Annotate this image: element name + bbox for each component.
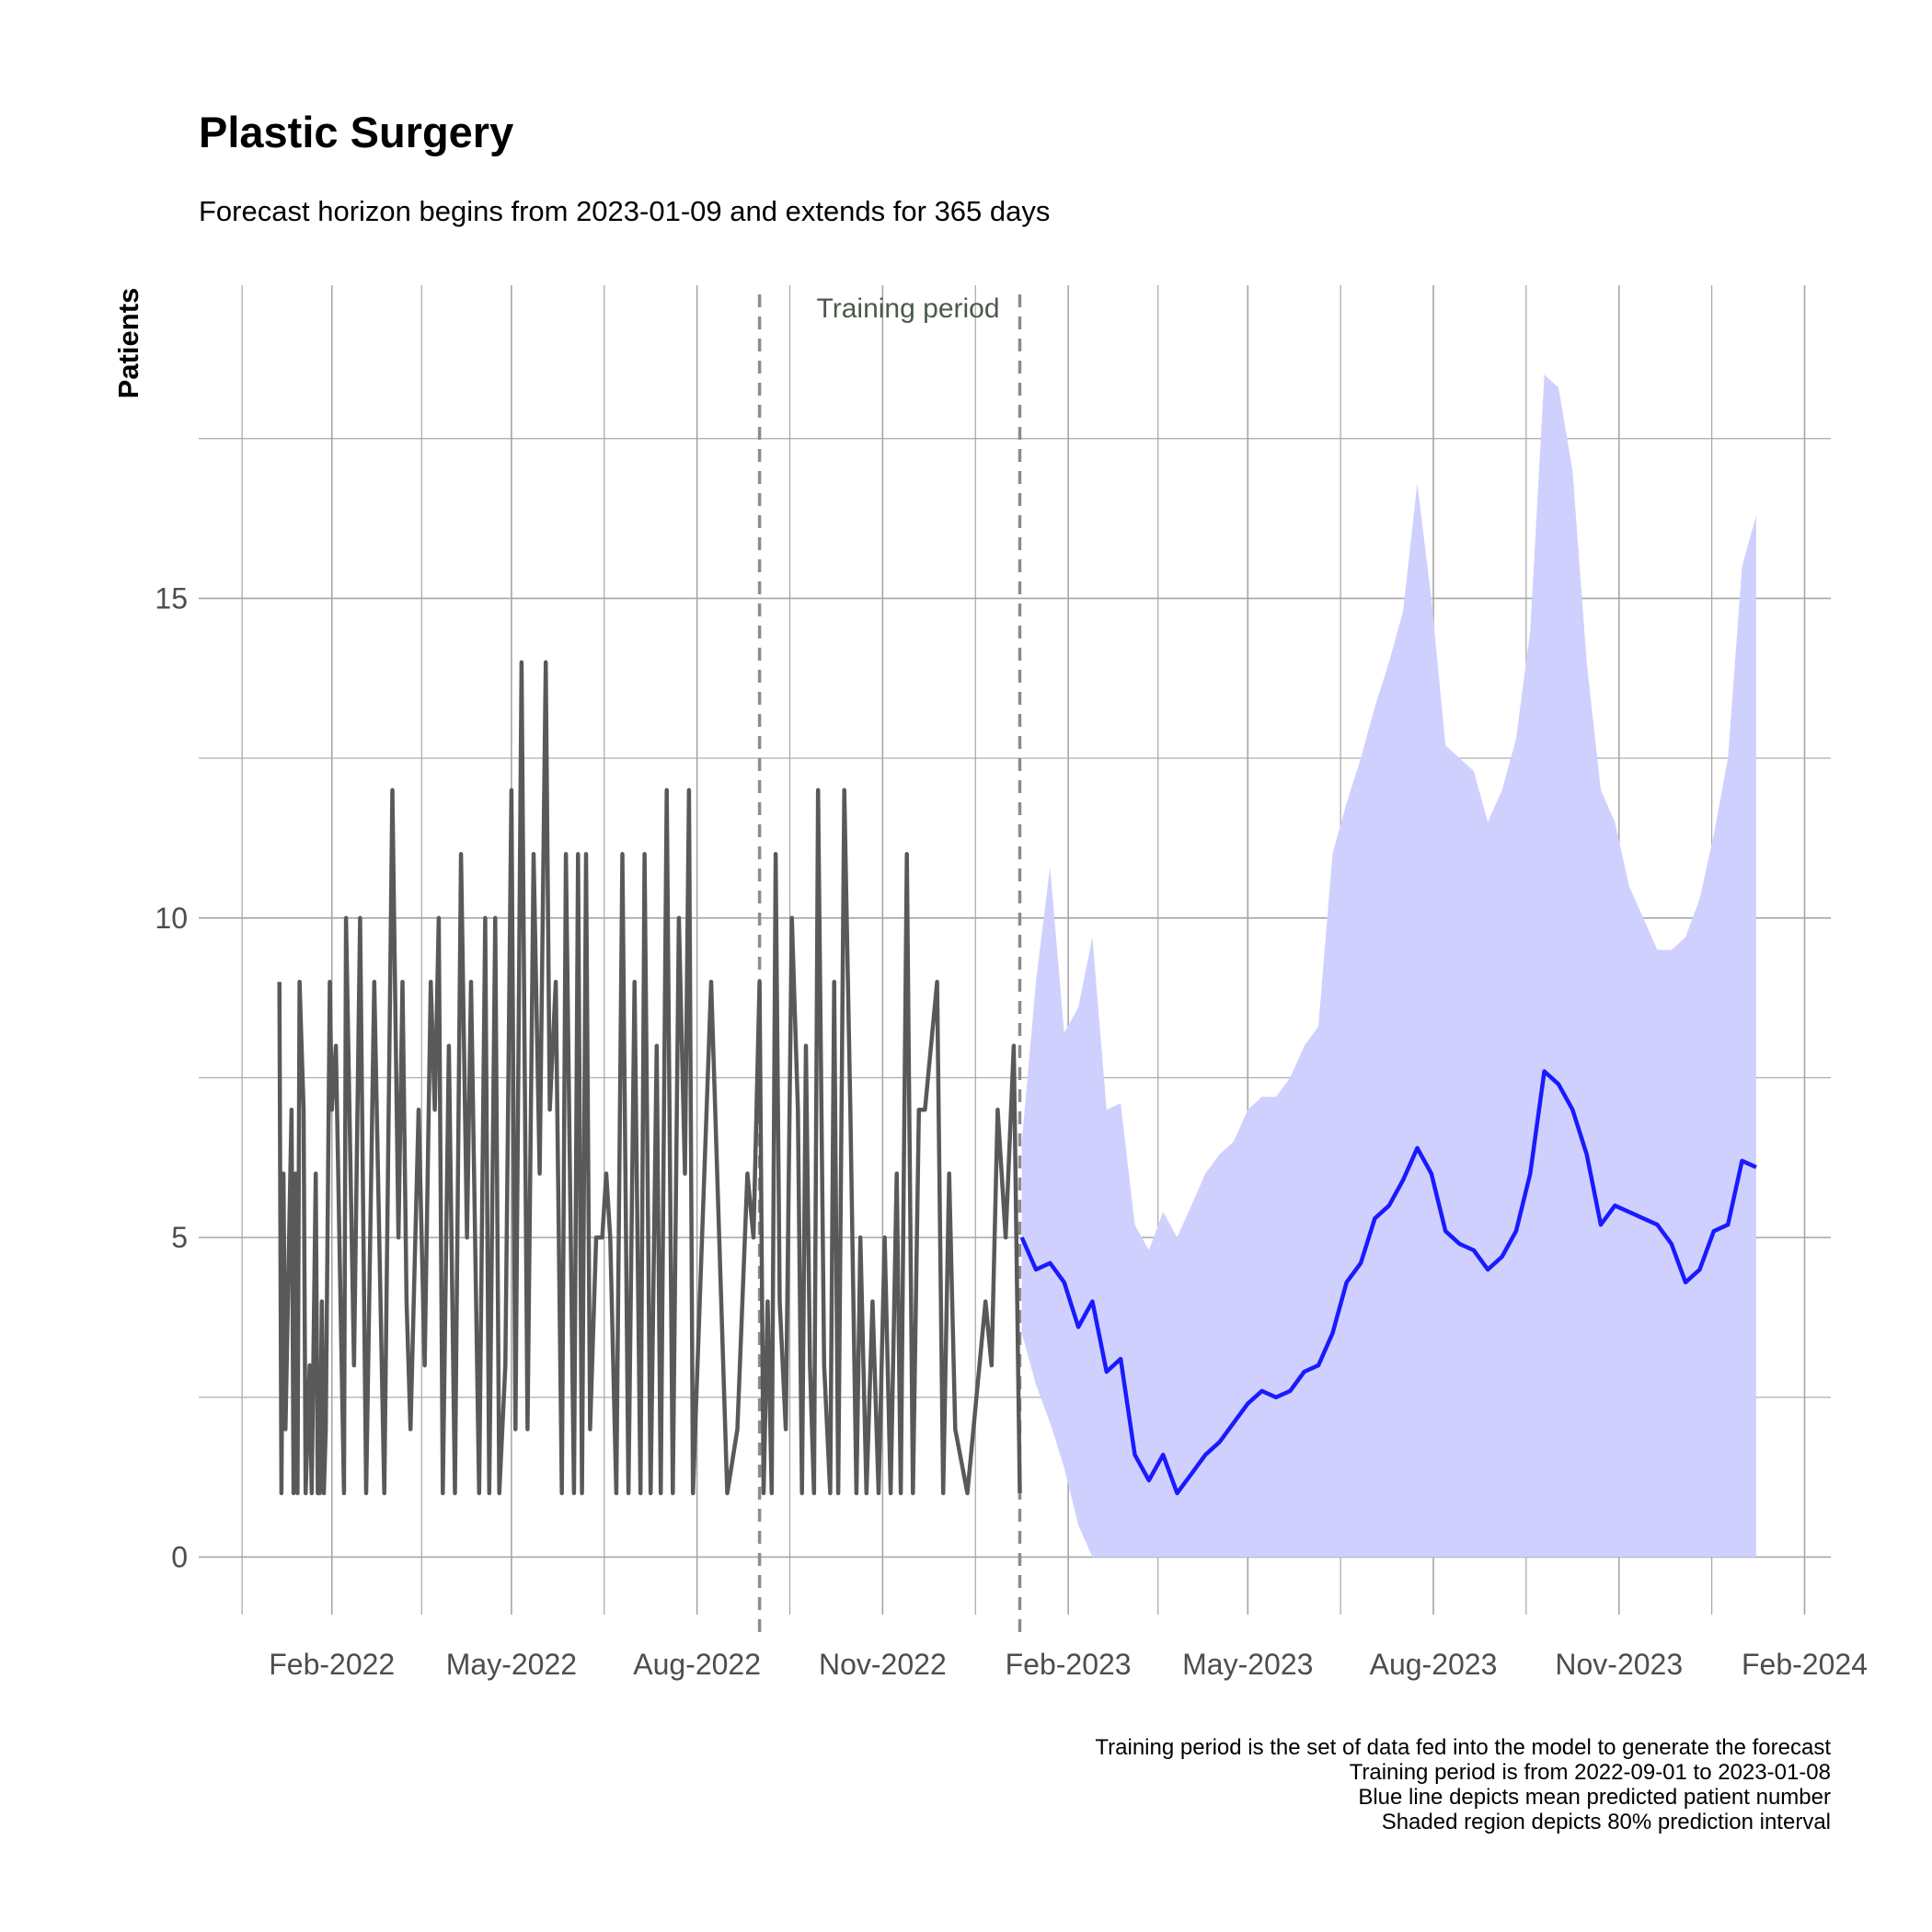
chart-caption: Training period is the set of data fed i… — [1095, 1735, 1831, 1834]
training-period-annotation: Training period — [817, 293, 1000, 324]
caption-line: Training period is the set of data fed i… — [1095, 1735, 1831, 1760]
caption-line: Shaded region depicts 80% prediction int… — [1382, 1810, 1831, 1834]
x-tick-label: Nov-2022 — [819, 1648, 947, 1681]
y-tick-labels: 0 5 10 15 — [155, 581, 188, 1573]
chart-title: Plastic Surgery — [199, 108, 513, 156]
x-tick-label: Aug-2023 — [1370, 1648, 1498, 1681]
y-tick-label: 0 — [171, 1540, 188, 1573]
observed-series-line — [277, 660, 1022, 1496]
y-tick-label: 5 — [171, 1221, 188, 1254]
prediction-interval-band — [1021, 374, 1756, 1558]
data-series — [277, 660, 1757, 1496]
x-tick-label: Feb-2022 — [269, 1648, 395, 1681]
forecast-series-line — [1019, 1069, 1757, 1496]
chart-subtitle: Forecast horizon begins from 2023-01-09 … — [199, 195, 1050, 227]
x-tick-label: Feb-2023 — [1006, 1648, 1132, 1681]
caption-line: Training period is from 2022-09-01 to 20… — [1350, 1760, 1831, 1785]
y-axis-label: Patients — [112, 288, 144, 399]
caption-line: Blue line depicts mean predicted patient… — [1358, 1785, 1831, 1810]
x-tick-label: May-2022 — [446, 1648, 577, 1681]
x-tick-labels: Feb-2022 May-2022 Aug-2022 Nov-2022 Feb-2023… — [269, 1648, 1868, 1681]
prediction-interval — [1021, 374, 1756, 1558]
x-tick-label: Feb-2024 — [1742, 1648, 1868, 1681]
x-tick-label: May-2023 — [1182, 1648, 1313, 1681]
x-tick-label: Nov-2023 — [1555, 1648, 1683, 1681]
x-tick-label: Aug-2022 — [633, 1648, 761, 1681]
y-tick-label: 10 — [155, 902, 188, 935]
y-tick-label: 15 — [155, 581, 188, 615]
